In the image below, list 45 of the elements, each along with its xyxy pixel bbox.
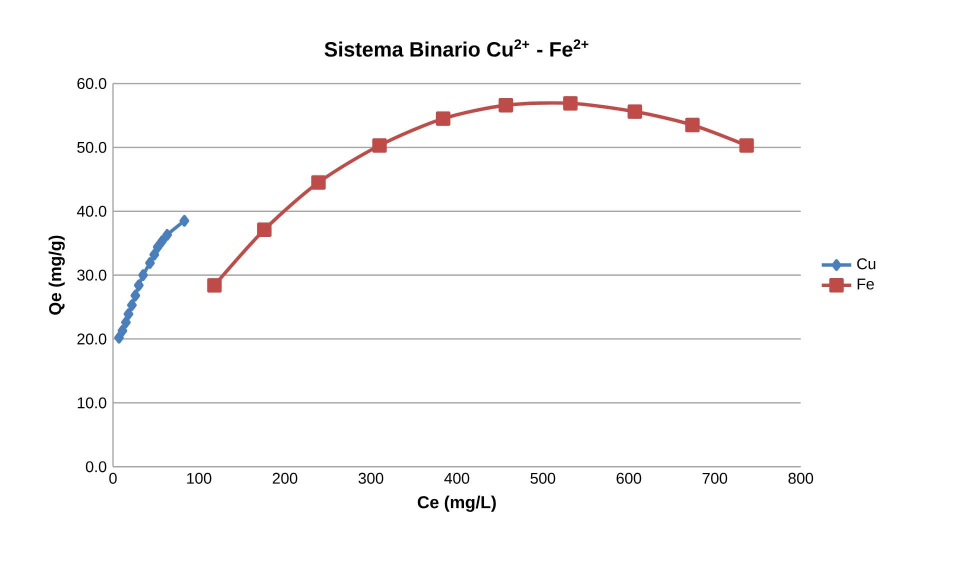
x-axis-title: Ce (mg/L) xyxy=(418,496,496,512)
x-tick-label: 0 xyxy=(109,472,117,484)
x-tick-label: 700 xyxy=(702,472,728,484)
point xyxy=(149,248,160,261)
y-tick-label: 30.0 xyxy=(77,270,106,281)
point xyxy=(118,324,128,337)
point xyxy=(157,236,167,248)
point xyxy=(152,241,163,254)
y-axis-title: Qe (mg/g) xyxy=(48,236,65,315)
x-tick-label: 300 xyxy=(358,472,384,484)
legend-label: Fe xyxy=(858,278,874,290)
point xyxy=(130,290,140,302)
point xyxy=(563,96,578,111)
legend-label: Cu xyxy=(857,258,876,270)
x-tick-label: 400 xyxy=(444,472,470,484)
point xyxy=(685,118,700,132)
point xyxy=(162,229,172,241)
point xyxy=(134,280,144,292)
x-tick-label: 100 xyxy=(187,472,212,484)
x-tick-label: 500 xyxy=(530,472,556,484)
point xyxy=(114,332,124,344)
point xyxy=(121,316,131,328)
y-tick-label: 60.0 xyxy=(77,78,106,90)
y-tick-label: 0.0 xyxy=(86,461,106,472)
chart-title: Sistema Binario Cu$^{2+}$ - Fe$^{2+}$ xyxy=(324,39,588,57)
x-tick-label: 800 xyxy=(788,472,814,484)
point xyxy=(436,112,450,126)
y-tick-label: 10.0 xyxy=(78,397,106,408)
x-tick-label: 600 xyxy=(616,472,642,484)
y-tick-label: 20.0 xyxy=(77,334,106,345)
point xyxy=(257,222,272,238)
point xyxy=(628,104,642,120)
point xyxy=(180,215,190,227)
point xyxy=(498,98,514,113)
y-tick-label: 40.0 xyxy=(77,206,106,217)
point xyxy=(138,269,148,282)
point xyxy=(124,308,134,320)
x-tick-label: 200 xyxy=(272,472,298,484)
point xyxy=(145,257,155,269)
point xyxy=(372,138,387,153)
point xyxy=(311,175,326,190)
point xyxy=(127,299,137,312)
point xyxy=(207,278,222,293)
point xyxy=(739,138,754,153)
y-tick-label: 50.0 xyxy=(77,142,106,154)
